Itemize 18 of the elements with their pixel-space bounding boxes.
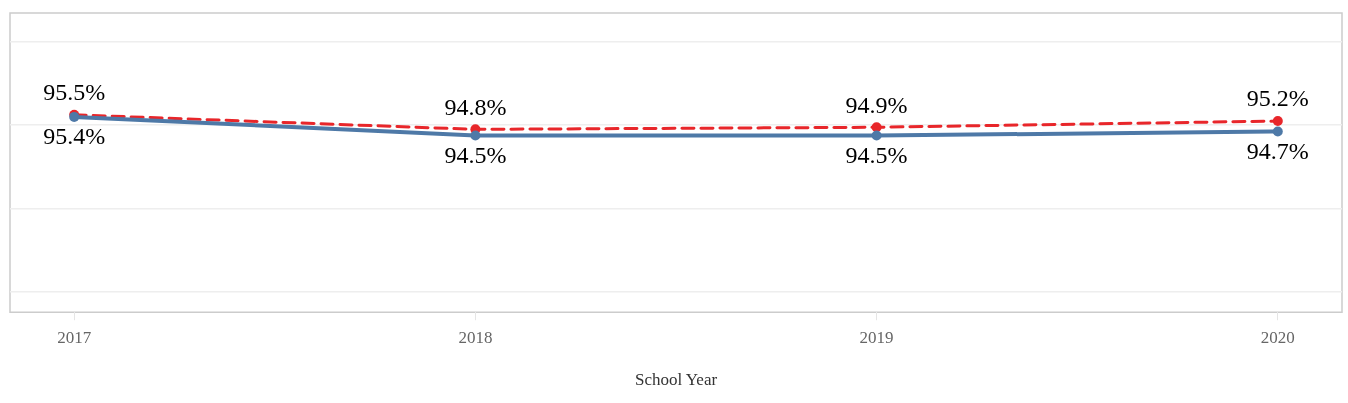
point <box>871 122 882 133</box>
data-label: 94.9% <box>845 91 908 118</box>
data-label: 94.5% <box>845 141 908 168</box>
x-tick-label: 2018 <box>458 327 493 347</box>
data-label: 94.7% <box>1246 137 1309 164</box>
data-label: 95.4% <box>43 123 106 150</box>
x-tick-label: 2017 <box>57 327 92 347</box>
data-label: 94.5% <box>444 141 507 168</box>
point <box>1272 126 1283 137</box>
data-label: 95.2% <box>1246 85 1309 112</box>
x-axis-title: School Year <box>634 370 718 390</box>
point <box>1272 116 1283 127</box>
x-tick-label: 2019 <box>859 327 894 347</box>
point <box>470 130 481 141</box>
point <box>871 130 882 141</box>
data-label: 95.5% <box>43 79 106 106</box>
data-label: 94.8% <box>444 93 507 120</box>
x-tick-label: 2020 <box>1260 327 1295 347</box>
